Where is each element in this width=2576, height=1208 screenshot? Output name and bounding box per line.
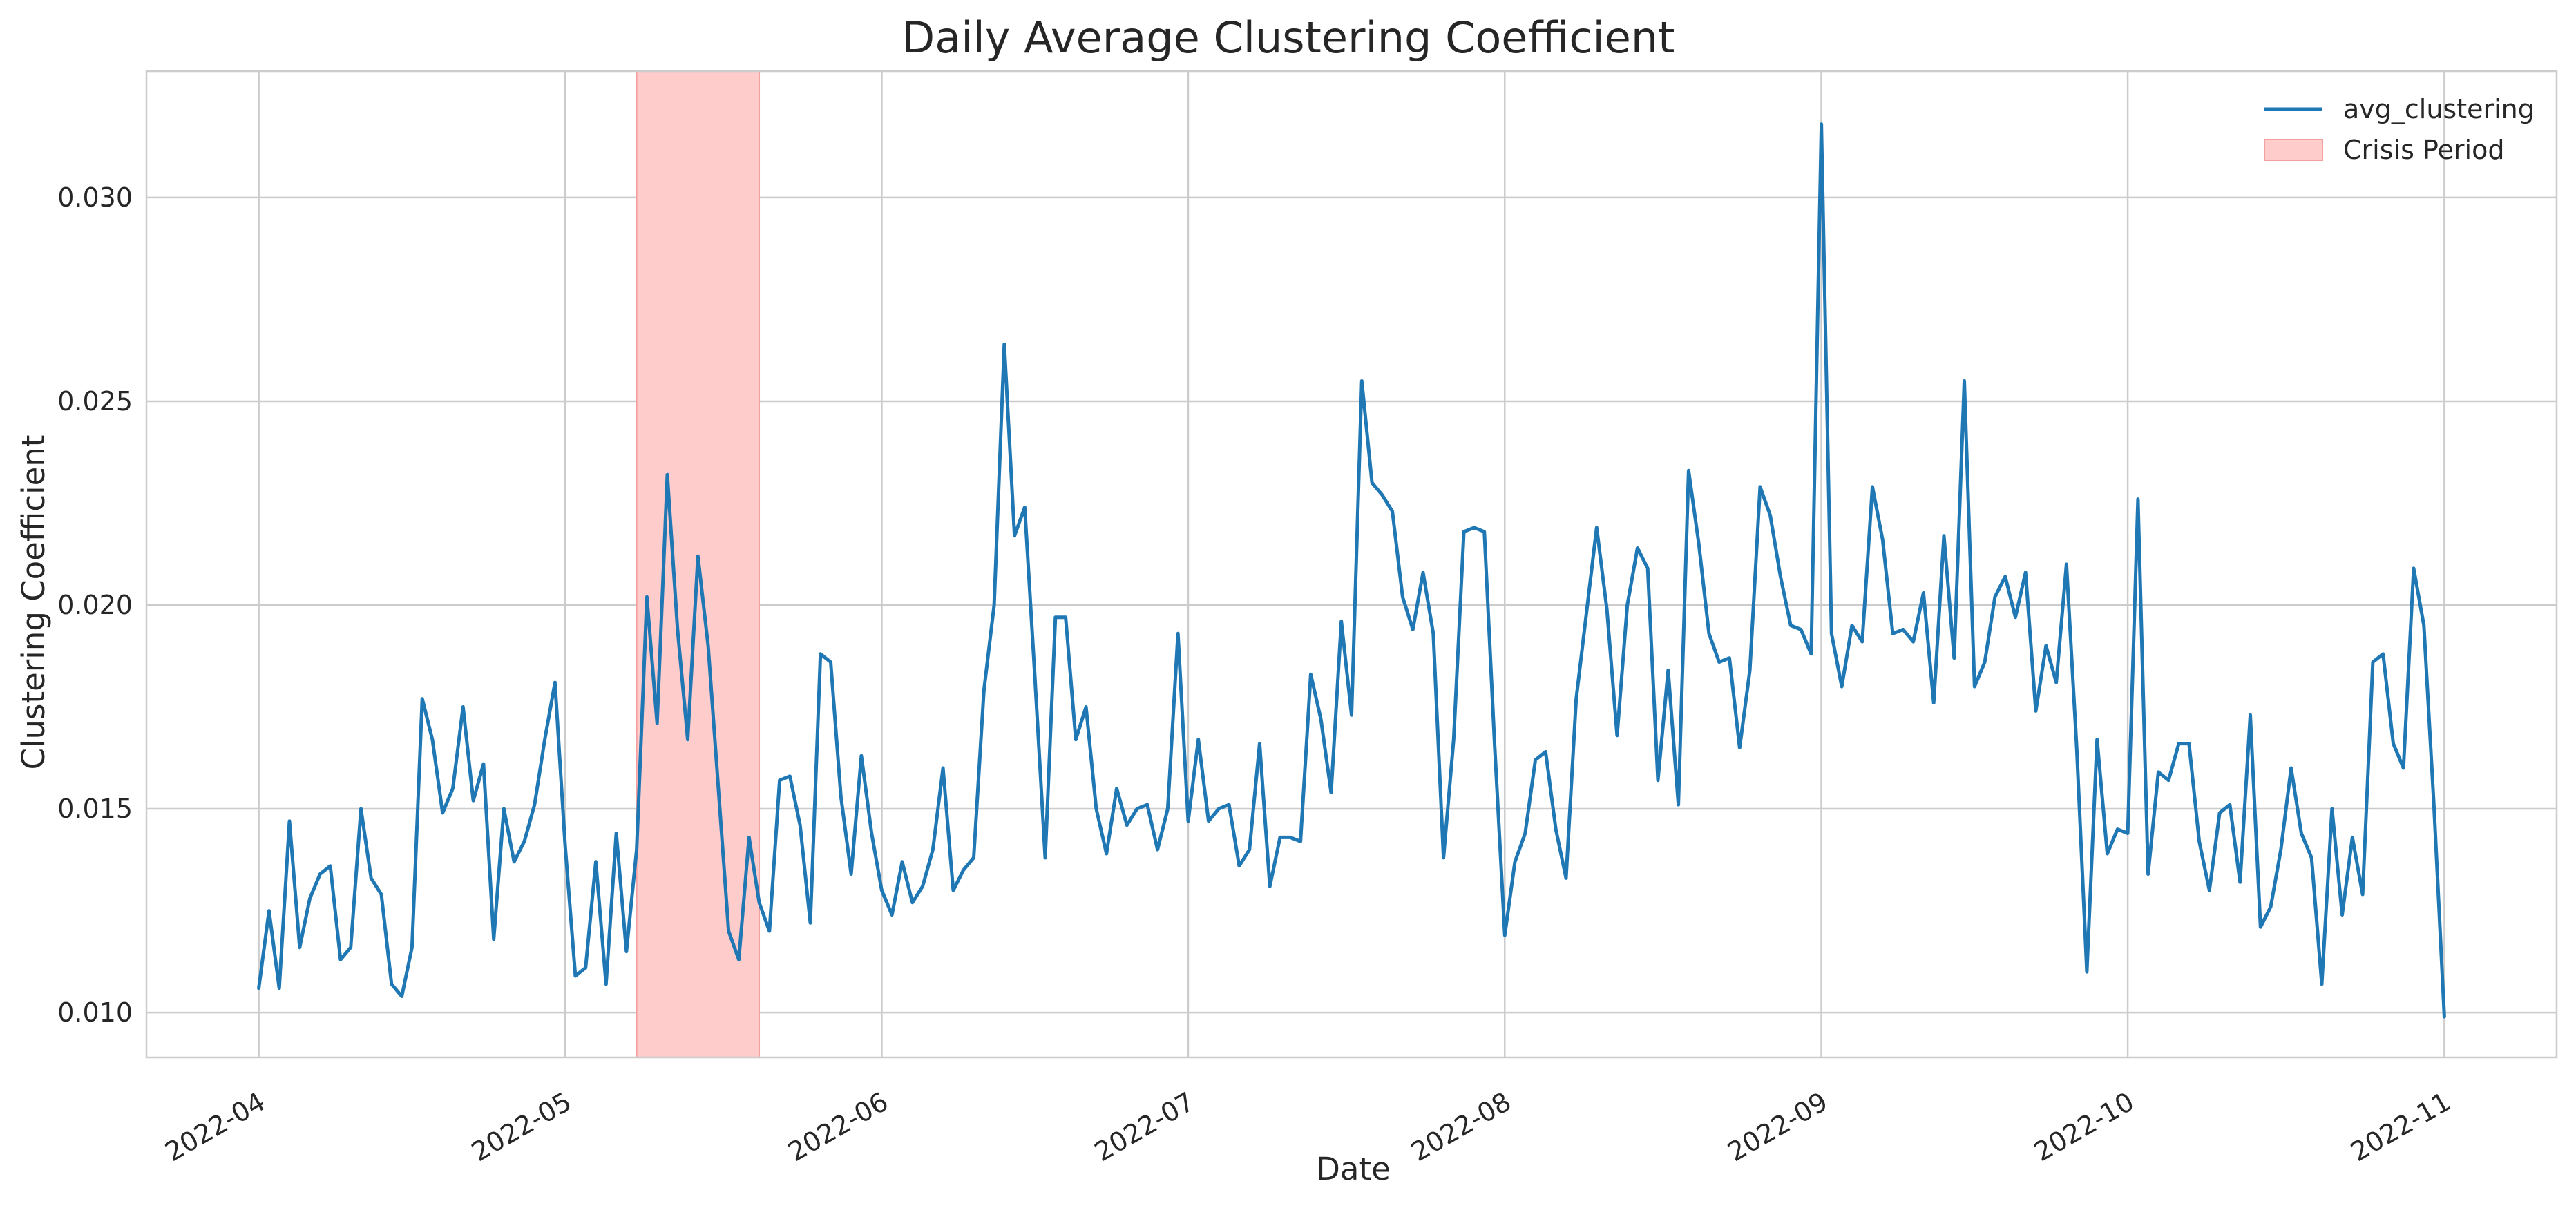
y-tick-label: 0.015 — [57, 794, 133, 824]
legend-swatch-crisis-period — [2264, 139, 2323, 161]
y-tick-label: 0.010 — [57, 997, 133, 1028]
y-axis-label: Clustering Coefficient — [15, 435, 52, 770]
series-line-avg-clustering — [257, 122, 2446, 1019]
legend: avg_clustering Crisis Period — [2264, 94, 2535, 165]
plot-frame — [145, 70, 2558, 1059]
y-axis-ticks: 0.010 0.015 0.020 0.025 0.030 — [57, 182, 133, 1028]
chart-title: Daily Average Clustering Coefficient — [902, 12, 1675, 63]
x-axis-label: Date — [1316, 1151, 1391, 1187]
legend-label-crisis-period: Crisis Period — [2343, 135, 2504, 165]
y-tick-label: 0.030 — [57, 182, 133, 213]
legend-label-avg-clustering: avg_clustering — [2343, 94, 2535, 124]
y-tick-label: 0.025 — [57, 386, 133, 416]
y-tick-label: 0.020 — [57, 590, 133, 620]
series-layer — [257, 122, 2446, 1019]
